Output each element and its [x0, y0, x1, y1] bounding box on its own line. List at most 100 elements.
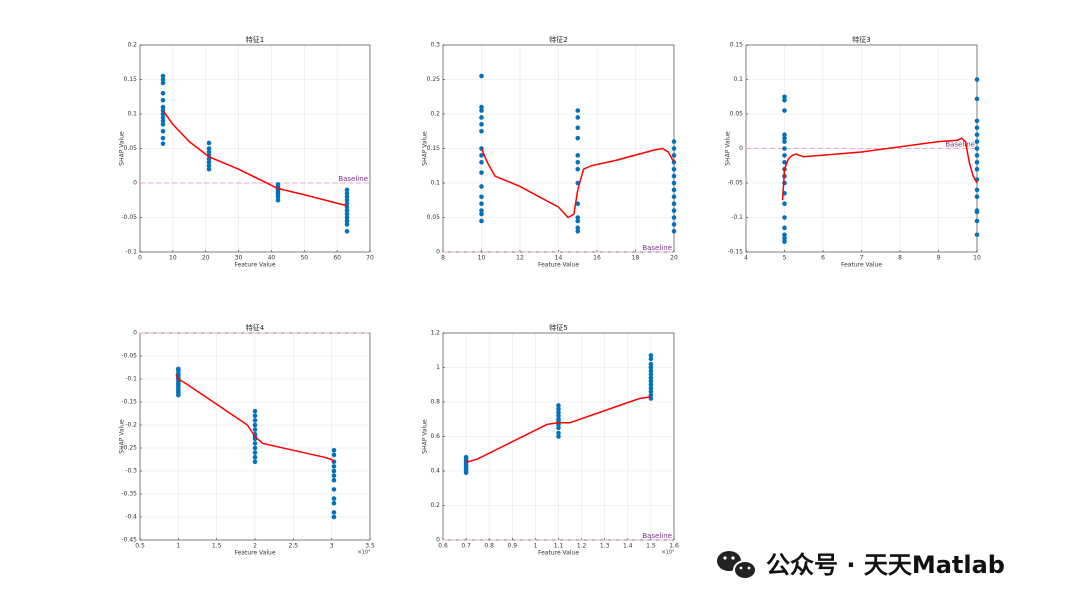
chart-title: 特征2 — [549, 35, 567, 44]
x-tick-label: 12 — [516, 255, 524, 262]
x-tick-label: 7 — [860, 255, 864, 262]
x-tick-label: 20 — [202, 255, 210, 262]
axes-box — [139, 44, 371, 253]
y-tick-label: 0.1 — [430, 180, 440, 187]
x-tick-label: 40 — [268, 255, 276, 262]
data-point — [575, 115, 581, 120]
x-tick-label: 1.1 — [554, 543, 564, 550]
y-tick-label: 0.05 — [730, 111, 744, 118]
y-tick-label: 0.05 — [427, 214, 441, 221]
y-axis-label: SHAP Value — [422, 131, 429, 166]
data-point — [344, 218, 350, 224]
data-point — [671, 139, 677, 144]
y-tick-label: 0.15 — [427, 145, 441, 152]
data-point — [782, 139, 787, 144]
data-point — [671, 187, 677, 193]
data-point — [160, 77, 166, 82]
icon-bubble — [733, 560, 757, 580]
y-tick-label: -0.15 — [727, 249, 743, 256]
chart-panel: 0 10 20 30 40 50 60 70 -0.1 -0.05 0 0.05 0.1 0.15 0.2 B… — [119, 35, 374, 269]
data-point — [974, 125, 980, 131]
data-point — [331, 514, 337, 520]
y-tick-label: -0.25 — [121, 445, 137, 452]
data-point — [974, 160, 980, 165]
y-tick-label: 0 — [133, 330, 137, 337]
data-point — [176, 392, 181, 398]
data-point — [782, 239, 787, 244]
x-tick-label: 2.5 — [289, 543, 299, 550]
y-tick-label: 0.2 — [127, 42, 137, 49]
y-tick-label: -0.2 — [125, 422, 137, 429]
data-point — [479, 128, 484, 134]
data-point — [974, 77, 980, 82]
x-tick-label: 16 — [593, 255, 601, 262]
x-tick-label: 1.6 — [669, 543, 679, 550]
data-point — [479, 218, 484, 224]
data-point — [331, 496, 337, 501]
y-tick-label: 0 — [133, 180, 137, 187]
data-point — [648, 368, 654, 374]
y-tick-label: 0 — [739, 145, 743, 152]
x-tick-label: 1.5 — [212, 543, 222, 550]
watermark: 公众号 · 天天Matlab — [766, 551, 1005, 579]
data-point — [160, 104, 166, 110]
data-point — [782, 153, 787, 158]
x-tick-label: 0 — [138, 255, 142, 262]
data-point — [556, 403, 561, 408]
x-tick-label: 1.5 — [646, 543, 656, 550]
data-point — [252, 422, 258, 428]
x-exponent: ×10⁴ — [661, 550, 674, 556]
icon-eye — [739, 566, 743, 570]
y-tick-label: 0.1 — [127, 111, 137, 118]
data-point — [479, 104, 484, 110]
x-tick-label: 60 — [333, 255, 341, 262]
data-point — [344, 208, 350, 213]
data-point — [479, 153, 484, 158]
data-point — [252, 408, 258, 414]
data-point — [782, 215, 787, 220]
data-point — [575, 166, 581, 172]
data-point — [206, 140, 212, 146]
x-tick-label: 1.2 — [577, 543, 587, 550]
data-point — [479, 170, 484, 175]
data-point — [160, 73, 166, 79]
y-tick-label: -0.05 — [121, 214, 137, 221]
y-tick-label: -0.05 — [727, 180, 743, 187]
data-point — [479, 160, 484, 165]
data-point — [344, 194, 350, 200]
y-tick-label: 0.1 — [733, 76, 743, 83]
y-tick-label: 0.15 — [124, 76, 138, 83]
y-tick-label: -0.35 — [121, 491, 137, 498]
data-point — [479, 208, 484, 213]
data-point — [331, 510, 337, 515]
wechat-icon — [717, 551, 757, 580]
y-tick-label: 0 — [436, 249, 440, 256]
x-axis-label: Feature Value — [841, 262, 882, 269]
data-point — [252, 427, 258, 432]
data-point — [252, 413, 258, 419]
data-point — [479, 201, 484, 206]
data-point — [556, 406, 561, 412]
x-tick-label: 10 — [478, 255, 486, 262]
data-point — [331, 473, 337, 478]
y-tick-label: -0.1 — [731, 214, 743, 221]
data-point — [160, 91, 166, 96]
y-axis-label: SHAP Value — [725, 131, 732, 166]
data-point — [160, 80, 166, 86]
data-point — [575, 215, 581, 220]
data-point — [344, 191, 350, 196]
data-point — [556, 434, 561, 439]
y-tick-label: 0.2 — [430, 502, 440, 509]
data-point — [344, 215, 350, 220]
data-point — [782, 235, 787, 241]
data-point — [344, 229, 350, 234]
data-point — [556, 410, 561, 415]
x-tick-label: 0.9 — [508, 543, 518, 550]
data-point — [479, 184, 484, 189]
data-point — [974, 218, 980, 224]
data-point — [252, 454, 258, 460]
x-tick-label: 1 — [533, 543, 537, 550]
data-point — [160, 135, 166, 141]
